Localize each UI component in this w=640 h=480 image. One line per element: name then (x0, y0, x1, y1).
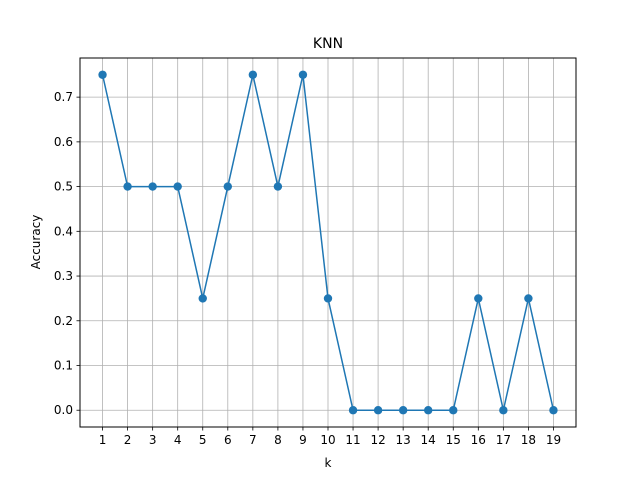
x-tick-label: 6 (224, 433, 232, 447)
x-tick-label: 15 (446, 433, 461, 447)
x-tick-label: 8 (274, 433, 282, 447)
data-point (398, 406, 408, 415)
x-tick-label: 2 (124, 433, 132, 447)
y-tick-label: 0.5 (54, 180, 73, 194)
y-tick-label: 0.3 (54, 269, 73, 283)
data-point (98, 70, 107, 79)
grid-lines (80, 58, 576, 427)
data-point (298, 70, 308, 79)
x-tick-label: 18 (521, 433, 536, 447)
x-tick-label: 4 (174, 433, 182, 447)
data-point (323, 294, 333, 303)
data-point (373, 406, 383, 415)
x-tick-label: 9 (299, 433, 307, 447)
data-point (223, 182, 232, 191)
data-point (148, 182, 157, 191)
data-point (248, 70, 258, 79)
data-point (348, 406, 358, 415)
x-tick-label: 14 (421, 433, 436, 447)
x-tick-label: 11 (345, 433, 360, 447)
data-point (424, 406, 433, 415)
data-point (449, 406, 458, 415)
x-tick-label: 16 (471, 433, 486, 447)
x-tick-label: 12 (370, 433, 385, 447)
x-axis-label: k (325, 456, 332, 470)
x-tick-label: 1 (99, 433, 107, 447)
y-tick-label: 0.0 (54, 403, 73, 417)
y-tick-label: 0.1 (54, 359, 73, 373)
x-tick-label: 3 (149, 433, 157, 447)
data-point (173, 182, 182, 191)
y-axis-ticks: 0.0 0.1 0.2 0.3 0.4 0.5 0.6 0.7 (54, 90, 80, 417)
series-layer (98, 70, 558, 415)
x-tick-label: 19 (546, 433, 561, 447)
x-tick-label: 17 (496, 433, 511, 447)
data-point (499, 406, 508, 415)
x-axis-ticks: 1 2 3 4 5 6 7 8 9 10 11 12 13 14 15 16 17 18 19 (99, 427, 561, 447)
x-tick-label: 10 (320, 433, 335, 447)
data-point (198, 294, 207, 303)
data-point (123, 182, 132, 191)
data-point (524, 294, 533, 303)
y-axis-label: Accuracy (29, 215, 43, 270)
y-tick-label: 0.7 (54, 90, 73, 104)
x-tick-label: 13 (396, 433, 411, 447)
y-tick-label: 0.4 (54, 224, 73, 238)
data-point (474, 294, 483, 303)
x-tick-label: 5 (199, 433, 207, 447)
data-point (273, 182, 283, 191)
chart-title: KNN (313, 36, 343, 52)
data-point (549, 406, 558, 415)
y-tick-label: 0.6 (54, 135, 73, 149)
y-tick-label: 0.2 (54, 314, 73, 328)
x-tick-label: 7 (249, 433, 257, 447)
